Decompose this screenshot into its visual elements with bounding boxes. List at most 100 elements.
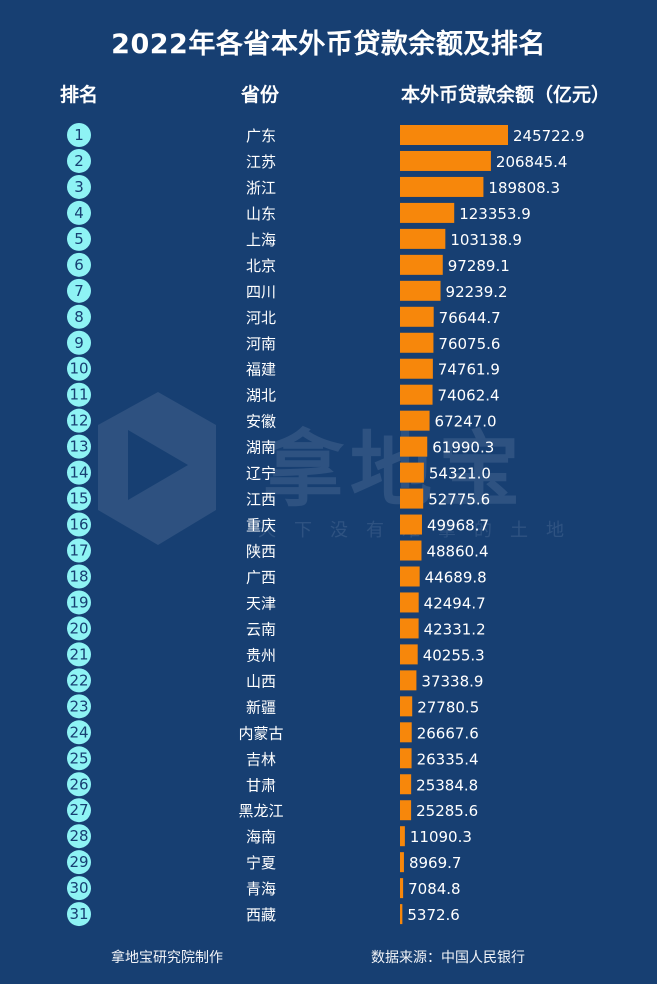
rank-badge bbox=[67, 356, 91, 381]
province-label: 陕西 bbox=[246, 543, 276, 561]
rank-number: 3 bbox=[74, 178, 84, 196]
province-label: 甘肃 bbox=[246, 776, 276, 794]
value-label: 40255.3 bbox=[423, 646, 485, 664]
bar bbox=[400, 410, 430, 431]
value-label: 74761.9 bbox=[438, 361, 500, 379]
province-label: 湖北 bbox=[246, 387, 276, 405]
value-label: 54321.0 bbox=[429, 465, 491, 483]
rank-badge bbox=[67, 512, 91, 537]
value-label: 61990.3 bbox=[432, 439, 494, 457]
province-label: 海南 bbox=[246, 828, 276, 846]
bar bbox=[400, 332, 434, 353]
rank-number: 25 bbox=[69, 749, 88, 767]
province-label: 河北 bbox=[246, 309, 276, 327]
rank-number: 16 bbox=[69, 516, 88, 534]
bar bbox=[400, 800, 412, 821]
bar bbox=[400, 462, 424, 483]
bar bbox=[400, 618, 419, 639]
value-label: 76644.7 bbox=[439, 309, 501, 327]
rank-number: 5 bbox=[74, 230, 84, 248]
rank-number: 8 bbox=[74, 308, 84, 326]
province-label: 青海 bbox=[246, 880, 276, 898]
rank-number: 22 bbox=[69, 671, 88, 689]
rank-badge bbox=[67, 876, 91, 901]
bar bbox=[400, 566, 420, 587]
rank-number: 6 bbox=[74, 256, 84, 274]
value-label: 189808.3 bbox=[488, 179, 560, 197]
bar bbox=[400, 514, 422, 535]
province-label: 四川 bbox=[246, 283, 276, 301]
bar bbox=[400, 540, 422, 561]
value-label: 103138.9 bbox=[450, 231, 522, 249]
rank-number: 18 bbox=[69, 567, 88, 585]
value-label: 206845.4 bbox=[496, 153, 568, 171]
province-label: 广西 bbox=[246, 568, 276, 586]
rank-number: 4 bbox=[74, 204, 84, 222]
value-label: 44689.8 bbox=[425, 568, 487, 586]
bar bbox=[400, 280, 441, 301]
rank-column-header: 排名 bbox=[60, 84, 99, 106]
bar bbox=[400, 696, 413, 717]
province-label: 浙江 bbox=[246, 179, 276, 197]
value-label: 11090.3 bbox=[410, 828, 472, 846]
footer-source: 数据来源：中国人民银行 bbox=[371, 950, 525, 966]
bar bbox=[400, 852, 404, 873]
province-label: 天津 bbox=[246, 594, 276, 612]
bar bbox=[400, 436, 428, 457]
rank-badge bbox=[67, 642, 91, 667]
province-label: 山西 bbox=[246, 672, 276, 690]
rank-badge bbox=[67, 174, 91, 199]
rank-number: 15 bbox=[69, 490, 88, 508]
province-label: 贵州 bbox=[246, 646, 276, 664]
rank-number: 14 bbox=[69, 464, 88, 482]
rank-number: 19 bbox=[69, 593, 88, 611]
bar bbox=[400, 592, 419, 613]
value-label: 92239.2 bbox=[446, 283, 508, 301]
rank-number: 1 bbox=[74, 126, 84, 144]
province-column-header: 省份 bbox=[241, 84, 280, 106]
province-label: 福建 bbox=[246, 361, 276, 379]
rank-badge bbox=[67, 226, 91, 251]
province-label: 内蒙古 bbox=[238, 724, 283, 742]
value-label: 27780.5 bbox=[417, 698, 479, 716]
value-label: 7084.8 bbox=[408, 880, 461, 898]
value-label: 76075.6 bbox=[438, 335, 500, 353]
province-label: 上海 bbox=[246, 231, 276, 249]
rank-number: 9 bbox=[74, 334, 84, 352]
rank-badge bbox=[67, 798, 91, 823]
province-label: 河南 bbox=[246, 335, 276, 353]
bar bbox=[400, 150, 491, 171]
bar bbox=[400, 878, 404, 899]
province-label: 新疆 bbox=[246, 698, 276, 716]
value-label: 25384.8 bbox=[416, 776, 478, 794]
rank-number: 27 bbox=[69, 801, 88, 819]
rank-badge bbox=[67, 304, 91, 329]
province-label: 江苏 bbox=[246, 153, 276, 171]
rank-badge bbox=[67, 772, 91, 797]
province-label: 西藏 bbox=[246, 906, 276, 924]
province-label: 北京 bbox=[246, 257, 276, 275]
bar bbox=[400, 384, 433, 405]
rank-badge bbox=[67, 148, 91, 173]
province-label: 江西 bbox=[246, 491, 276, 509]
value-label: 123353.9 bbox=[459, 205, 531, 223]
page-title: 2022年各省本外币贷款余额及排名 bbox=[111, 29, 546, 60]
rank-badge bbox=[67, 850, 91, 875]
rank-badge bbox=[67, 408, 91, 433]
value-label: 52775.6 bbox=[428, 491, 490, 509]
rank-number: 2 bbox=[74, 152, 84, 170]
value-label: 42494.7 bbox=[424, 594, 486, 612]
bar bbox=[400, 202, 455, 223]
value-label: 26335.4 bbox=[417, 750, 479, 768]
province-label: 辽宁 bbox=[246, 465, 276, 483]
province-label: 湖南 bbox=[246, 439, 276, 457]
rank-number: 7 bbox=[74, 282, 84, 300]
rank-number: 13 bbox=[69, 438, 88, 456]
bar bbox=[400, 774, 412, 795]
province-label: 山东 bbox=[246, 205, 276, 223]
bar bbox=[400, 644, 418, 665]
rank-badge bbox=[67, 252, 91, 277]
value-label: 25285.6 bbox=[416, 802, 478, 820]
rank-number: 24 bbox=[69, 723, 88, 741]
